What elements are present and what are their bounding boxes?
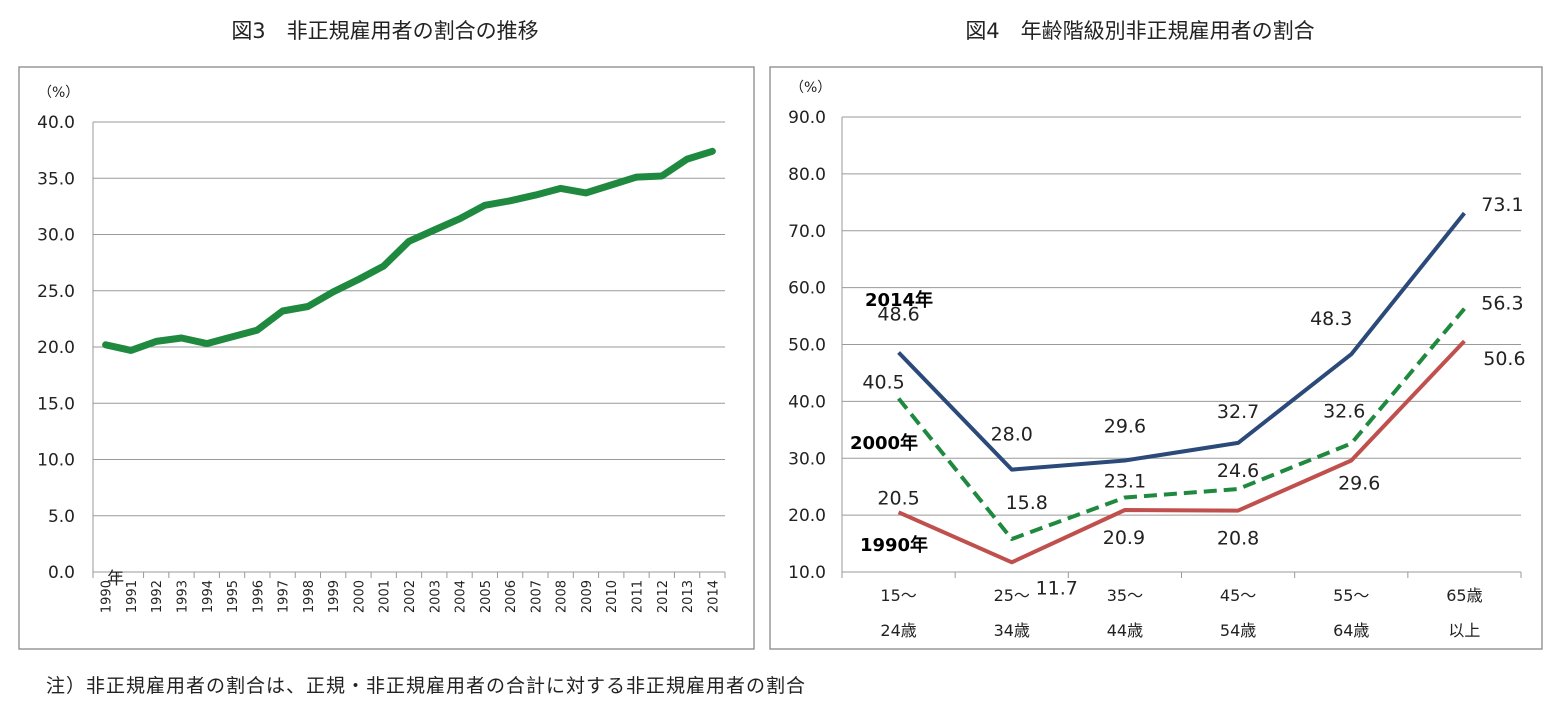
chart2-series-name: 1990年 xyxy=(860,534,928,556)
chart2-data-label: 20.5 xyxy=(877,487,919,509)
chart1-x-tick: 2014 xyxy=(706,580,721,613)
chart1-y-tick: 30.0 xyxy=(37,226,75,246)
chart1-y-tick: 40.0 xyxy=(37,113,75,133)
chart1-x-tick: 1999 xyxy=(327,580,342,613)
chart2-x-tick: 15～ xyxy=(880,586,916,605)
chart2-x-tick: 以上 xyxy=(1448,621,1480,640)
chart1-gridlines xyxy=(92,121,726,578)
chart2-y-tick: 90.0 xyxy=(788,108,826,128)
chart1-x-tick: 2013 xyxy=(681,580,696,613)
chart2-data-label: 73.1 xyxy=(1481,194,1523,216)
chart1-x-tick: 2002 xyxy=(403,580,418,613)
chart2-title: 図4 年齢階級別非正規雇用者の割合 xyxy=(965,19,1314,43)
chart1-x-tick: 2008 xyxy=(555,580,570,613)
chart1-x-tick: 1996 xyxy=(251,580,266,613)
chart2-x-tick: 35～ xyxy=(1107,586,1143,605)
chart2-data-label: 29.6 xyxy=(1104,416,1146,438)
chart2-data-label: 24.6 xyxy=(1217,460,1259,482)
chart1-x-tick: 1998 xyxy=(302,580,317,613)
chart2-data-label: 20.8 xyxy=(1217,528,1259,550)
chart2-series-labels: 2014年 2000年 1990年 xyxy=(850,289,933,556)
chart2-data-label: 29.6 xyxy=(1338,473,1380,495)
chart2-data-label: 32.7 xyxy=(1217,401,1259,423)
chart2-x-tick: 54歳 xyxy=(1220,621,1256,640)
chart1-y-tick: 5.0 xyxy=(48,507,75,527)
chart2-data-label: 48.6 xyxy=(877,303,919,325)
chart1-y-tick: 15.0 xyxy=(37,394,75,414)
chart1-series xyxy=(102,147,716,354)
chart1-x-tick: 2005 xyxy=(479,580,494,613)
chart2-x-tick: 55～ xyxy=(1333,586,1369,605)
chart1-series-line xyxy=(102,147,716,354)
chart1-x-tick: 2003 xyxy=(428,580,443,613)
chart1-y-tick: 35.0 xyxy=(37,169,75,189)
chart2-y-tick: 50.0 xyxy=(788,336,826,356)
chart2-y-tick: 20.0 xyxy=(788,506,826,526)
chart2-series-line xyxy=(897,211,1466,472)
chart1-x-tick: 1991 xyxy=(125,580,140,613)
chart2-data-label: 15.8 xyxy=(1006,492,1048,514)
chart1-x-tick: 2012 xyxy=(656,580,671,613)
footnote: 注）非正規雇用者の割合は、正規・非正規雇用者の合計に対する非正規雇用者の割合 xyxy=(46,675,806,697)
chart2-data-label: 23.1 xyxy=(1104,470,1146,492)
chart2-data-labels: 48.6 28.0 29.6 32.7 48.3 73.1 40.5 15.8 23.1 24.6… xyxy=(862,194,1525,599)
chart1-x-tick: 1995 xyxy=(226,580,241,613)
chart2-y-tick: 80.0 xyxy=(788,165,826,185)
chart1-x-suffix: 年 xyxy=(107,569,124,589)
chart1-x-tick: 1990 xyxy=(100,580,115,613)
chart2-series-line xyxy=(897,307,1466,541)
chart1-x-tick: 2004 xyxy=(454,580,469,613)
chart1-y-tick: 25.0 xyxy=(37,282,75,302)
chart2-x-tick: 34歳 xyxy=(994,621,1030,640)
chart2-data-label: 28.0 xyxy=(991,424,1033,446)
chart2-series-name: 2014年 xyxy=(865,289,933,311)
chart2-series-line xyxy=(897,339,1466,565)
chart2-frame xyxy=(769,66,1543,650)
chart2-series-name: 2000年 xyxy=(850,432,918,454)
chart2-data-label: 32.6 xyxy=(1323,400,1365,422)
chart1-y-tick: 0.0 xyxy=(48,563,75,583)
chart2-x-tick: 64歳 xyxy=(1333,621,1369,640)
chart1-x-tick: 2000 xyxy=(352,580,367,613)
chart1-x-tick: 1997 xyxy=(277,580,292,613)
chart2-y-tick-labels: 10.0 20.0 30.0 40.0 50.0 60.0 70.0 80.0 90.0 xyxy=(788,108,826,583)
chart2-data-label: 56.3 xyxy=(1481,293,1523,315)
chart1-x-tick-labels: 1990 1991 1992 1993 1994 1995 1996 1997 1998 1999… xyxy=(100,569,722,613)
chart1-unit-label: （%） xyxy=(38,85,79,101)
chart1-x-tick: 1993 xyxy=(175,580,190,613)
chart2-data-label: 40.5 xyxy=(862,372,904,394)
chart1-title: 図3 非正規雇用者の割合の推移 xyxy=(231,19,538,43)
chart2-x-tick: 65歳 xyxy=(1446,586,1482,605)
chart2-data-label: 11.7 xyxy=(1036,577,1078,599)
chart1-x-tick: 2009 xyxy=(580,580,595,613)
chart1-x-tick: 2006 xyxy=(504,580,519,613)
chart2-data-label: 48.3 xyxy=(1310,308,1352,330)
chart2-y-tick: 70.0 xyxy=(788,222,826,242)
chart1-frame xyxy=(18,66,755,650)
chart2-x-tick: 25～ xyxy=(994,586,1030,605)
chart2-gridlines xyxy=(841,116,1522,578)
chart1-x-tick: 1992 xyxy=(150,580,165,613)
chart1-x-tick: 1994 xyxy=(201,580,216,613)
chart2-x-tick: 24歳 xyxy=(880,621,916,640)
chart1-y-tick: 10.0 xyxy=(37,451,75,471)
chart2-y-tick: 30.0 xyxy=(788,449,826,469)
chart2-data-label: 20.9 xyxy=(1103,527,1145,549)
chart2-series xyxy=(897,211,1466,565)
chart2-x-tick: 45～ xyxy=(1220,586,1256,605)
chart1-x-tick: 2007 xyxy=(529,580,544,613)
chart2-x-tick: 44歳 xyxy=(1107,621,1143,640)
chart2-data-label: 50.6 xyxy=(1483,348,1525,370)
chart2-y-tick: 40.0 xyxy=(788,392,826,412)
chart1-y-tick-labels: 0.0 5.0 10.0 15.0 20.0 25.0 30.0 35.0 40.0 xyxy=(37,113,75,583)
chart2-y-tick: 10.0 xyxy=(788,563,826,583)
chart1-y-tick: 20.0 xyxy=(37,338,75,358)
chart2-unit-label: （%） xyxy=(790,80,831,96)
chart2-y-tick: 60.0 xyxy=(788,279,826,299)
chart1-x-tick: 2011 xyxy=(631,580,646,613)
chart1-x-tick: 2010 xyxy=(605,580,620,613)
chart1-x-tick: 2001 xyxy=(378,580,393,613)
